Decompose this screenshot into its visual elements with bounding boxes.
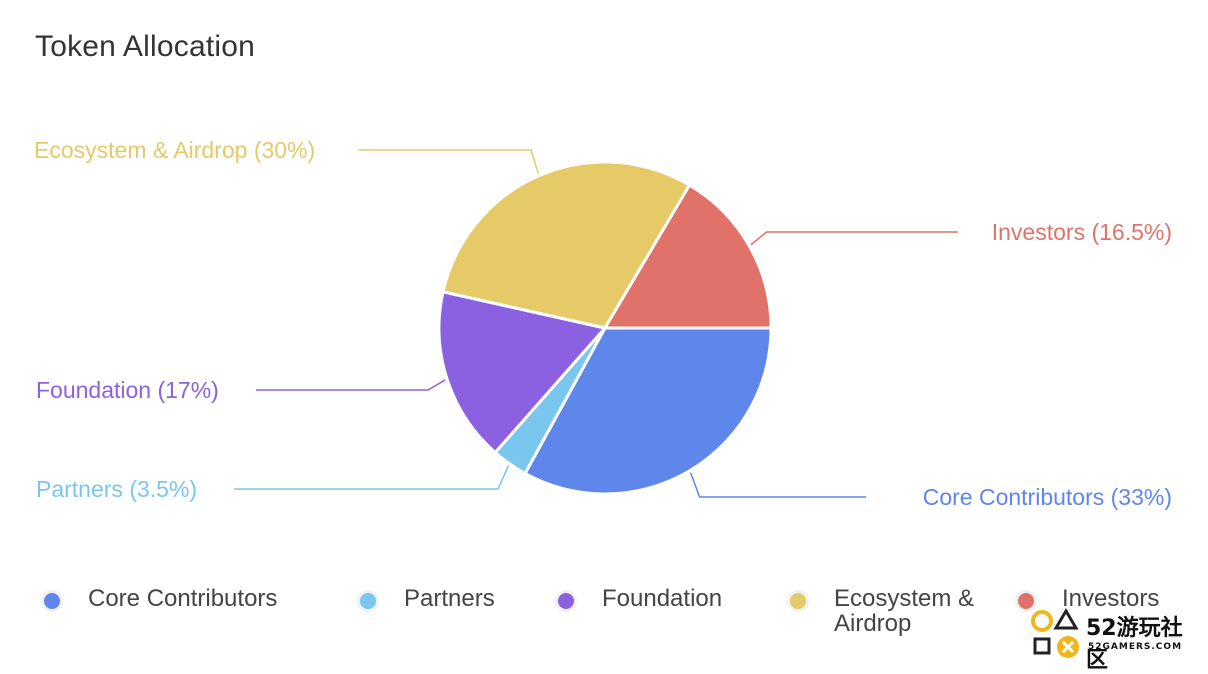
legend-label: Partners — [404, 585, 495, 612]
legend-label: Core Contributors — [88, 585, 278, 612]
legend-item-ecosystem-airdrop[interactable]: Ecosystem & Airdrop — [790, 586, 1004, 636]
leader-line — [750, 231, 958, 246]
pie-slice-investors[interactable] — [603, 183, 773, 330]
chart-legend: Core Contributors Partners Foundation Ec… — [0, 586, 1208, 656]
legend-dot-icon — [790, 593, 806, 609]
slice-label: Core Contributors (33%) — [923, 484, 1172, 510]
slice-label: Partners (3.5%) — [36, 476, 197, 502]
chart-title: Token Allocation — [35, 30, 256, 63]
gamepad-symbols-icon — [1031, 608, 1079, 658]
legend-dot-icon — [360, 593, 376, 609]
slice-label: Foundation (17%) — [36, 377, 219, 403]
legend-item-partners[interactable]: Partners — [360, 586, 495, 611]
legend-item-investors[interactable]: Investors — [1018, 586, 1192, 611]
watermark-text: 52游玩社区 — [1086, 616, 1183, 673]
legend-item-core-contributors[interactable]: Core Contributors — [44, 586, 277, 611]
watermark-logo: 52游玩社区 52GAMERS.COM — [1030, 606, 1200, 673]
leader-line — [689, 472, 866, 498]
pie-slice-foundation[interactable] — [437, 290, 607, 455]
legend-dot-icon — [1018, 593, 1034, 609]
leader-line — [358, 149, 539, 175]
leader-line — [256, 379, 446, 391]
legend-dot-icon — [44, 593, 60, 609]
watermark-subtext: 52GAMERS.COM — [1088, 642, 1183, 652]
legend-item-foundation[interactable]: Foundation — [558, 586, 722, 611]
slice-label: Investors (16.5%) — [992, 219, 1172, 245]
pie-chart: Core Contributors (33%) Partners (3.5%) Fo… — [34, 137, 1172, 510]
slice-label: Ecosystem & Airdrop (30%) — [34, 137, 315, 163]
leader-line — [234, 465, 510, 490]
pie-slice-core-contributors[interactable] — [523, 326, 773, 496]
legend-label: Foundation — [602, 585, 723, 612]
legend-label: Investors — [1062, 585, 1160, 612]
legend-dot-icon — [558, 593, 574, 609]
legend-label: Ecosystem & Airdrop — [834, 585, 975, 637]
